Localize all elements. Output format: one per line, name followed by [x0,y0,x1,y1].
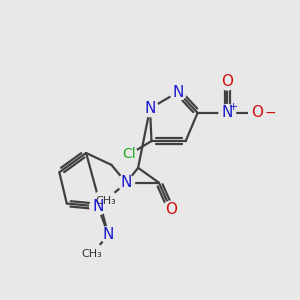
Text: CH₃: CH₃ [95,196,116,206]
Circle shape [219,73,236,90]
Text: N: N [121,175,132,190]
Text: +: + [229,103,239,112]
Circle shape [163,201,179,218]
Circle shape [170,84,187,100]
Circle shape [249,104,265,121]
Text: O: O [165,202,177,217]
Text: N: N [92,199,104,214]
Circle shape [219,104,236,121]
Text: −: − [265,106,276,120]
Text: CH₃: CH₃ [82,249,102,259]
Circle shape [118,174,134,191]
Text: N: N [103,227,114,242]
Circle shape [121,146,137,163]
Circle shape [94,189,117,212]
Text: N: N [172,85,184,100]
Text: N: N [144,101,156,116]
Circle shape [100,226,117,243]
Circle shape [90,198,106,215]
Text: O: O [251,105,263,120]
Text: O: O [221,74,233,89]
Text: N: N [222,105,233,120]
Circle shape [142,100,158,117]
Circle shape [81,243,103,265]
Text: Cl: Cl [122,148,136,161]
